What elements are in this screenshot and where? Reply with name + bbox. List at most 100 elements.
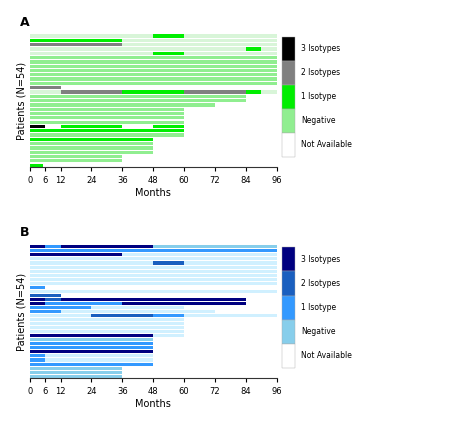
Bar: [30, 354, 45, 357]
Bar: [91, 306, 184, 309]
Bar: [30, 257, 277, 260]
Bar: [30, 164, 43, 167]
FancyBboxPatch shape: [282, 320, 295, 343]
Bar: [30, 95, 246, 98]
Bar: [30, 306, 91, 309]
Bar: [30, 245, 277, 248]
Text: 2 Isotypes: 2 Isotypes: [301, 279, 340, 288]
Bar: [30, 138, 153, 141]
Bar: [30, 254, 122, 257]
Bar: [153, 334, 184, 337]
Bar: [30, 47, 277, 50]
Bar: [30, 350, 153, 354]
Bar: [91, 314, 153, 317]
FancyBboxPatch shape: [282, 248, 295, 271]
FancyBboxPatch shape: [282, 271, 295, 296]
Bar: [30, 367, 122, 370]
Bar: [246, 47, 261, 50]
Bar: [30, 326, 184, 329]
Bar: [30, 245, 153, 248]
Bar: [61, 310, 215, 313]
Text: 3 Isotypes: 3 Isotypes: [301, 44, 340, 53]
Bar: [30, 146, 153, 150]
FancyBboxPatch shape: [282, 109, 295, 133]
Bar: [61, 298, 215, 301]
Bar: [61, 298, 246, 301]
Bar: [30, 129, 184, 132]
Bar: [246, 90, 261, 94]
Bar: [30, 342, 153, 346]
Text: 1 Isotype: 1 Isotype: [301, 92, 337, 101]
Bar: [45, 298, 61, 301]
Text: Not Available: Not Available: [301, 140, 352, 149]
Bar: [30, 294, 61, 297]
Bar: [30, 56, 277, 59]
Bar: [30, 99, 246, 102]
Bar: [30, 338, 153, 341]
Bar: [153, 125, 184, 128]
Bar: [30, 290, 277, 293]
Bar: [30, 322, 184, 325]
Bar: [30, 330, 184, 333]
Bar: [153, 262, 184, 265]
Bar: [30, 346, 153, 349]
X-axis label: Months: Months: [135, 399, 171, 409]
FancyBboxPatch shape: [282, 36, 295, 61]
FancyBboxPatch shape: [282, 61, 295, 85]
Bar: [153, 34, 184, 38]
Bar: [30, 108, 184, 111]
Y-axis label: Patients (N=54): Patients (N=54): [17, 61, 27, 139]
Bar: [30, 112, 184, 115]
FancyBboxPatch shape: [282, 133, 295, 156]
Y-axis label: Patients (N=54): Patients (N=54): [17, 273, 27, 351]
Bar: [122, 302, 246, 305]
Bar: [30, 318, 184, 321]
Bar: [61, 125, 122, 128]
Bar: [30, 254, 277, 257]
Bar: [30, 278, 277, 281]
Text: 1 Isotype: 1 Isotype: [301, 303, 337, 312]
Bar: [30, 120, 184, 124]
Bar: [153, 52, 184, 55]
Bar: [30, 265, 277, 268]
Bar: [30, 302, 45, 305]
FancyBboxPatch shape: [282, 343, 295, 368]
Bar: [30, 363, 153, 365]
Bar: [30, 159, 122, 162]
Bar: [30, 60, 277, 64]
Bar: [30, 69, 277, 72]
Bar: [45, 354, 153, 357]
Bar: [30, 270, 277, 273]
Bar: [30, 359, 45, 362]
Bar: [30, 39, 122, 42]
Bar: [30, 78, 277, 81]
Bar: [122, 302, 246, 305]
Bar: [30, 249, 277, 252]
Bar: [30, 371, 122, 374]
Text: 2 Isotypes: 2 Isotypes: [301, 68, 340, 77]
Bar: [30, 286, 45, 289]
Bar: [30, 52, 277, 55]
Text: B: B: [20, 226, 29, 240]
Bar: [30, 73, 277, 76]
Bar: [30, 282, 277, 285]
Bar: [30, 314, 277, 317]
Bar: [45, 359, 153, 362]
Bar: [30, 43, 122, 46]
Bar: [153, 314, 184, 317]
Text: 3 Isotypes: 3 Isotypes: [301, 255, 340, 264]
Bar: [30, 64, 277, 68]
Bar: [30, 39, 277, 42]
Bar: [30, 375, 122, 378]
Bar: [30, 262, 277, 265]
Bar: [30, 103, 215, 106]
Bar: [30, 82, 277, 85]
FancyBboxPatch shape: [282, 296, 295, 320]
Bar: [30, 142, 153, 145]
Bar: [30, 334, 153, 337]
Bar: [30, 86, 61, 89]
Bar: [30, 155, 122, 158]
Bar: [30, 273, 277, 276]
Bar: [122, 90, 184, 94]
Bar: [30, 134, 184, 137]
